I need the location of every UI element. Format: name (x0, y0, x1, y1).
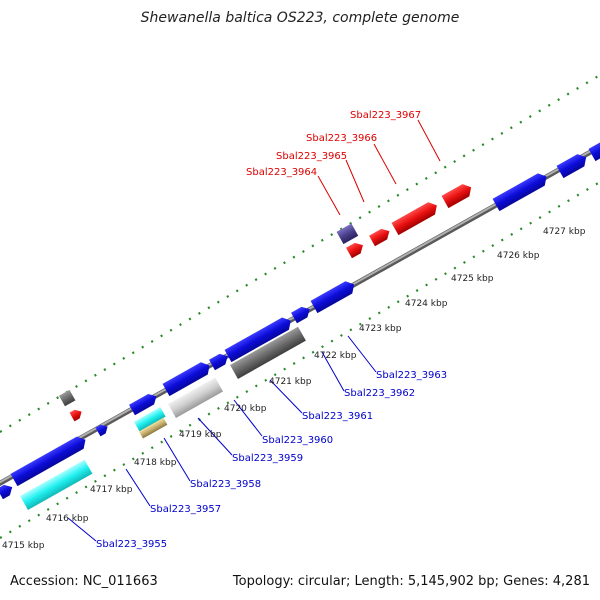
scale-label: 4727 kbp (543, 227, 586, 237)
gene-label[interactable]: Sbal223_3957 (150, 504, 221, 515)
gene-label[interactable]: Sbal223_3965 (276, 151, 347, 162)
scale-label: 4721 kbp (269, 377, 312, 387)
gene-label[interactable]: Sbal223_3961 (302, 411, 373, 422)
feature-tan[interactable] (139, 417, 168, 439)
scale-labels: 4715 kbp 4716 kbp 4717 kbp 4718 kbp 4719… (2, 227, 586, 551)
gene-upper-6[interactable] (224, 315, 295, 363)
gene-upper-5[interactable] (209, 351, 231, 371)
gene-label[interactable]: Sbal223_3959 (232, 453, 303, 464)
scale-label: 4715 kbp (2, 541, 45, 551)
scale-label: 4718 kbp (134, 458, 177, 468)
highlighted-genes (69, 181, 475, 422)
feature-cyan-long[interactable] (20, 459, 93, 510)
label-leaders-top (317, 119, 441, 216)
gene-upper-1[interactable] (0, 482, 15, 500)
gene-upper-10[interactable] (556, 151, 590, 179)
genome-stats: Topology: circular; Length: 5,145,902 bp… (232, 574, 590, 589)
gene-upper-11[interactable] (588, 139, 600, 162)
gene-label[interactable]: Sbal223_3955 (96, 539, 167, 550)
gene-label[interactable]: Sbal223_3962 (344, 388, 415, 399)
feature-gray-light[interactable] (168, 377, 223, 418)
scale-label: 4725 kbp (451, 274, 494, 284)
gene-sbal223-3966[interactable] (391, 199, 441, 236)
feature-purple[interactable] (336, 223, 359, 245)
gene-small-red[interactable] (69, 407, 84, 422)
scale-label: 4724 kbp (405, 299, 448, 309)
scale-label: 4719 kbp (179, 430, 222, 440)
gene-upper-4[interactable] (162, 359, 213, 397)
gene-upper-8[interactable] (310, 278, 358, 314)
scale-label: 4717 kbp (90, 485, 133, 495)
feature-gray-small[interactable] (59, 389, 76, 407)
gene-upper-9[interactable] (492, 170, 550, 212)
map-title: Shewanella baltica OS223, complete genom… (140, 10, 460, 26)
gene-upper-12[interactable] (95, 422, 110, 437)
scale-label: 4716 kbp (46, 514, 89, 524)
gene-sbal223-3967[interactable] (441, 181, 475, 209)
gene-upper-7[interactable] (291, 304, 313, 324)
gene-label[interactable]: Sbal223_3958 (190, 479, 261, 490)
gene-labels-top: Sbal223_3964 Sbal223_3965 Sbal223_3966 S… (246, 110, 421, 178)
gene-label[interactable]: Sbal223_3963 (376, 370, 447, 381)
gene-label[interactable]: Sbal223_3967 (350, 110, 421, 121)
scale-label: 4722 kbp (314, 351, 357, 361)
gene-sbal223-3965[interactable] (369, 226, 392, 247)
scale-label: 4720 kbp (224, 404, 267, 414)
accession-label: Accession: NC_011663 (10, 574, 158, 589)
gene-upper-3[interactable] (129, 391, 159, 416)
feature-gray-dark[interactable] (230, 326, 306, 379)
gene-label[interactable]: Sbal223_3966 (306, 133, 377, 144)
scale-label: 4726 kbp (497, 251, 540, 261)
gene-label[interactable]: Sbal223_3960 (262, 435, 333, 446)
gene-upper-2[interactable] (10, 434, 89, 487)
gene-sbal223-3964[interactable] (346, 240, 366, 259)
scale-label: 4723 kbp (359, 324, 402, 334)
label-leaders-bottom (67, 335, 377, 542)
gene-label[interactable]: Sbal223_3964 (246, 167, 317, 178)
gene-labels-bottom: Sbal223_3955 Sbal223_3957 Sbal223_3958 S… (96, 370, 447, 550)
feature-cyan-short[interactable] (134, 407, 166, 432)
